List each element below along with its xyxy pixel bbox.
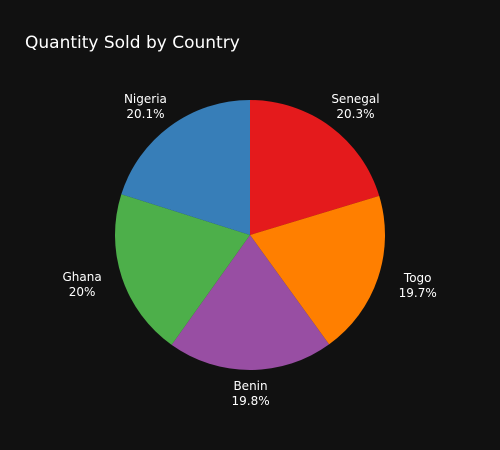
- slice-label-percent: 20%: [68, 285, 96, 300]
- slice-label-nigeria: Nigeria 20.1%: [105, 92, 185, 122]
- pie-slice-benin: [171, 235, 330, 370]
- slice-label-senegal: Senegal 20.3%: [315, 92, 395, 122]
- pie-slice-senegal: [250, 100, 380, 235]
- pie-slices: [114, 100, 385, 370]
- pie-slice-ghana: [114, 194, 250, 345]
- slice-label-percent: 19.8%: [231, 393, 270, 408]
- slice-label-benin: Benin 19.8%: [211, 379, 291, 409]
- slice-label-name: Benin: [233, 378, 268, 393]
- slice-label-togo: Togo 19.7%: [378, 271, 458, 301]
- slice-label-name: Togo: [403, 270, 432, 285]
- slice-label-name: Ghana: [62, 270, 102, 285]
- slice-label-percent: 20.3%: [336, 107, 375, 122]
- pie-slice-togo: [250, 195, 385, 345]
- slice-label-name: Senegal: [331, 92, 380, 107]
- slice-label-name: Nigeria: [123, 91, 167, 106]
- pie-slice-nigeria: [121, 100, 250, 235]
- chart-title: Quantity Sold by Country: [25, 33, 240, 53]
- slice-label-ghana: Ghana 20%: [42, 270, 122, 300]
- slice-label-percent: 19.7%: [398, 285, 437, 300]
- slice-label-percent: 20.1%: [126, 106, 165, 121]
